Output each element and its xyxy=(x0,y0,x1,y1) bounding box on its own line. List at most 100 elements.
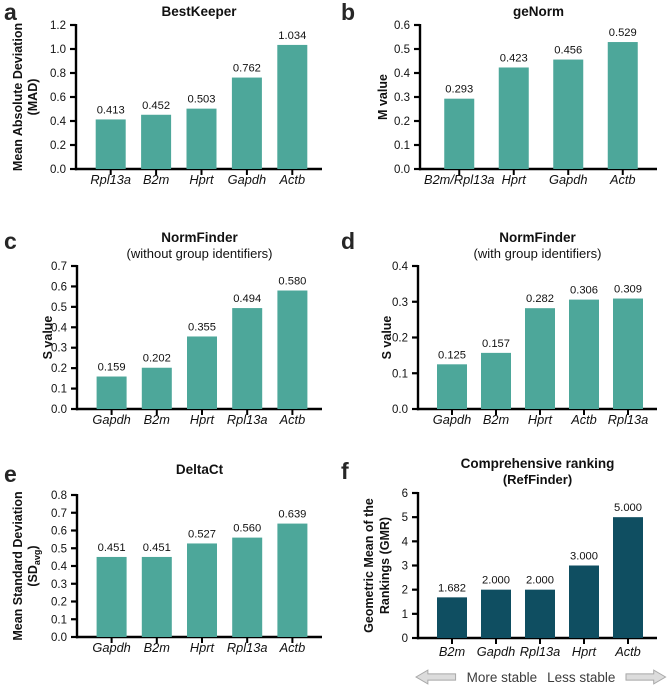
chart-subtitle: (RefFinder) xyxy=(503,472,572,487)
bar-value-label: 1.682 xyxy=(438,582,466,594)
genorm-bar-chart: geNorm M value 0.0 0.1 0.2 0.3 0.4 0.5 0.6 0.293 B… xyxy=(376,4,657,187)
y-axis-label: M value xyxy=(376,74,390,120)
bar-value-label: 3.000 xyxy=(570,551,598,563)
category-label: Actb xyxy=(609,172,636,187)
less-stable-label: Less stable xyxy=(547,669,616,685)
bar-value-label: 0.580 xyxy=(278,276,306,288)
bar xyxy=(232,308,263,409)
category-label: Hprt xyxy=(502,172,527,187)
stability-legend: More stable Less stable xyxy=(415,669,667,685)
bar xyxy=(186,108,217,169)
panel-e: e DeltaCt Mean Standard Deviation (SDavg) 0… xyxy=(0,455,334,689)
bar xyxy=(437,597,467,638)
y-axis-label: Geometric Mean of the xyxy=(362,498,376,633)
category-label: Actb xyxy=(279,640,306,655)
bar-value-label: 0.423 xyxy=(500,52,528,64)
y-tick-label: 0.4 xyxy=(50,116,67,128)
bestkeeper-bar-chart: BestKeeper Mean Absolute Deviation (MAD) 0.… xyxy=(11,4,322,187)
y-tick-label: 0.2 xyxy=(51,363,67,375)
bar-value-label: 0.202 xyxy=(143,353,171,365)
bar xyxy=(231,77,262,169)
y-tick-label: 0.5 xyxy=(394,44,410,56)
category-label: Hprt xyxy=(572,644,597,659)
deltact-bar-chart: DeltaCt Mean Standard Deviation (SDavg) 0.0… xyxy=(11,462,322,655)
y-tick-label: 1.0 xyxy=(50,44,66,56)
category-label: Rpl13a xyxy=(90,172,131,187)
category-label: Hprt xyxy=(190,412,215,427)
bar-value-label: 0.456 xyxy=(554,45,582,57)
y-axis-label: (MAD) xyxy=(26,79,40,116)
left-arrow-icon xyxy=(415,669,457,685)
category-label: Gapdh xyxy=(92,640,130,655)
y-tick-label: 0.0 xyxy=(50,164,66,176)
bar-value-label: 0.527 xyxy=(188,528,216,540)
bar-value-label: 0.306 xyxy=(570,285,598,297)
bar xyxy=(607,42,638,169)
y-tick-label: 0.7 xyxy=(51,261,67,273)
bar xyxy=(232,537,263,637)
y-axis-label: S value xyxy=(41,316,55,360)
y-tick-label: 0.0 xyxy=(394,164,410,176)
bar xyxy=(525,589,555,638)
y-tick-label: 0.2 xyxy=(392,333,408,345)
chart-subtitle: (without group identifiers) xyxy=(127,246,273,261)
bar-value-label: 0.452 xyxy=(142,100,170,112)
y-tick-label: 0.7 xyxy=(51,508,67,520)
bar xyxy=(481,589,511,638)
y-tick-label: 6 xyxy=(402,488,408,500)
y-tick-label: 0.2 xyxy=(394,116,410,128)
chart-title: BestKeeper xyxy=(161,4,237,19)
y-tick-label: 5 xyxy=(402,512,408,524)
bar-value-label: 0.451 xyxy=(143,542,171,554)
y-tick-label: 0.6 xyxy=(394,20,410,32)
category-label: Rpl13a xyxy=(520,644,561,659)
bar-value-label: 0.309 xyxy=(614,284,642,296)
bar xyxy=(613,298,643,409)
y-tick-label: 0.1 xyxy=(392,368,408,380)
y-tick-label: 0.3 xyxy=(394,92,410,104)
y-tick-label: 0.5 xyxy=(51,302,67,314)
normfinder-without-groups-bar-chart: NormFinder(without group identifiers) S v… xyxy=(41,230,322,427)
category-label: Rpl13a xyxy=(227,412,268,427)
category-label: Rpl13a xyxy=(227,640,268,655)
y-tick-label: 0.4 xyxy=(51,322,68,334)
y-tick-label: 0.2 xyxy=(51,597,67,609)
bar-value-label: 0.125 xyxy=(438,349,466,361)
category-label: Actb xyxy=(570,412,597,427)
bar xyxy=(96,376,127,409)
y-axis-label: S value xyxy=(380,316,394,360)
bar-value-label: 2.000 xyxy=(526,575,554,587)
category-label: Actb xyxy=(279,412,306,427)
category-label: B2m xyxy=(483,412,510,427)
bar-value-label: 0.157 xyxy=(482,338,510,350)
y-tick-label: 0.4 xyxy=(392,261,409,273)
y-tick-label: 0.8 xyxy=(50,68,66,80)
y-tick-label: 0.1 xyxy=(51,384,67,396)
bar-value-label: 0.529 xyxy=(609,27,637,39)
panel-letter-e: e xyxy=(4,461,17,487)
bar xyxy=(187,336,217,409)
bar xyxy=(569,299,599,409)
category-label: Actb xyxy=(278,172,305,187)
chart-title: Comprehensive ranking xyxy=(461,456,615,471)
y-tick-label: 0.5 xyxy=(51,543,67,555)
y-tick-label: 0.1 xyxy=(51,614,67,626)
bar xyxy=(553,59,584,170)
bar xyxy=(277,44,308,169)
category-label: B2m/Rpl13a xyxy=(424,172,494,187)
bar-value-label: 0.639 xyxy=(278,509,306,521)
panel-letter-f: f xyxy=(341,458,349,484)
left-arrow-shape xyxy=(415,669,457,685)
bar-value-label: 0.355 xyxy=(188,321,216,333)
bar-value-label: 0.494 xyxy=(233,293,261,305)
more-stable-label: More stable xyxy=(466,669,538,685)
panel-letter-d: d xyxy=(341,228,356,254)
panel-d: d NormFinder (with group identifiers) S va… xyxy=(335,227,669,455)
chart-title: DeltaCt xyxy=(176,462,224,477)
y-tick-label: 0.4 xyxy=(394,68,411,80)
bar xyxy=(141,114,172,169)
category-label: Hprt xyxy=(190,640,215,655)
bar-value-label: 5.000 xyxy=(614,502,642,514)
y-tick-label: 0.6 xyxy=(51,281,67,293)
bar xyxy=(277,523,308,637)
